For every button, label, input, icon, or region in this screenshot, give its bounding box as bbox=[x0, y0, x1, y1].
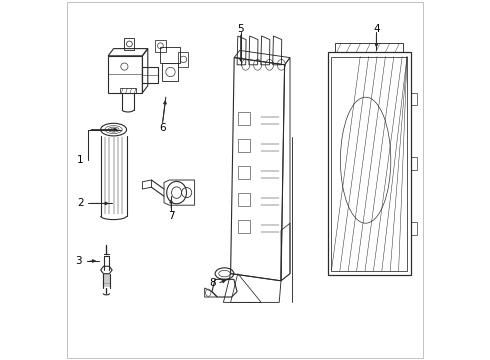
Text: 6: 6 bbox=[159, 123, 166, 133]
Text: 7: 7 bbox=[168, 211, 174, 221]
Text: 3: 3 bbox=[75, 256, 82, 266]
Text: 8: 8 bbox=[209, 278, 216, 288]
Text: 1: 1 bbox=[77, 155, 83, 165]
Text: 4: 4 bbox=[373, 24, 380, 34]
Text: 2: 2 bbox=[77, 198, 83, 208]
Text: 5: 5 bbox=[237, 24, 244, 34]
